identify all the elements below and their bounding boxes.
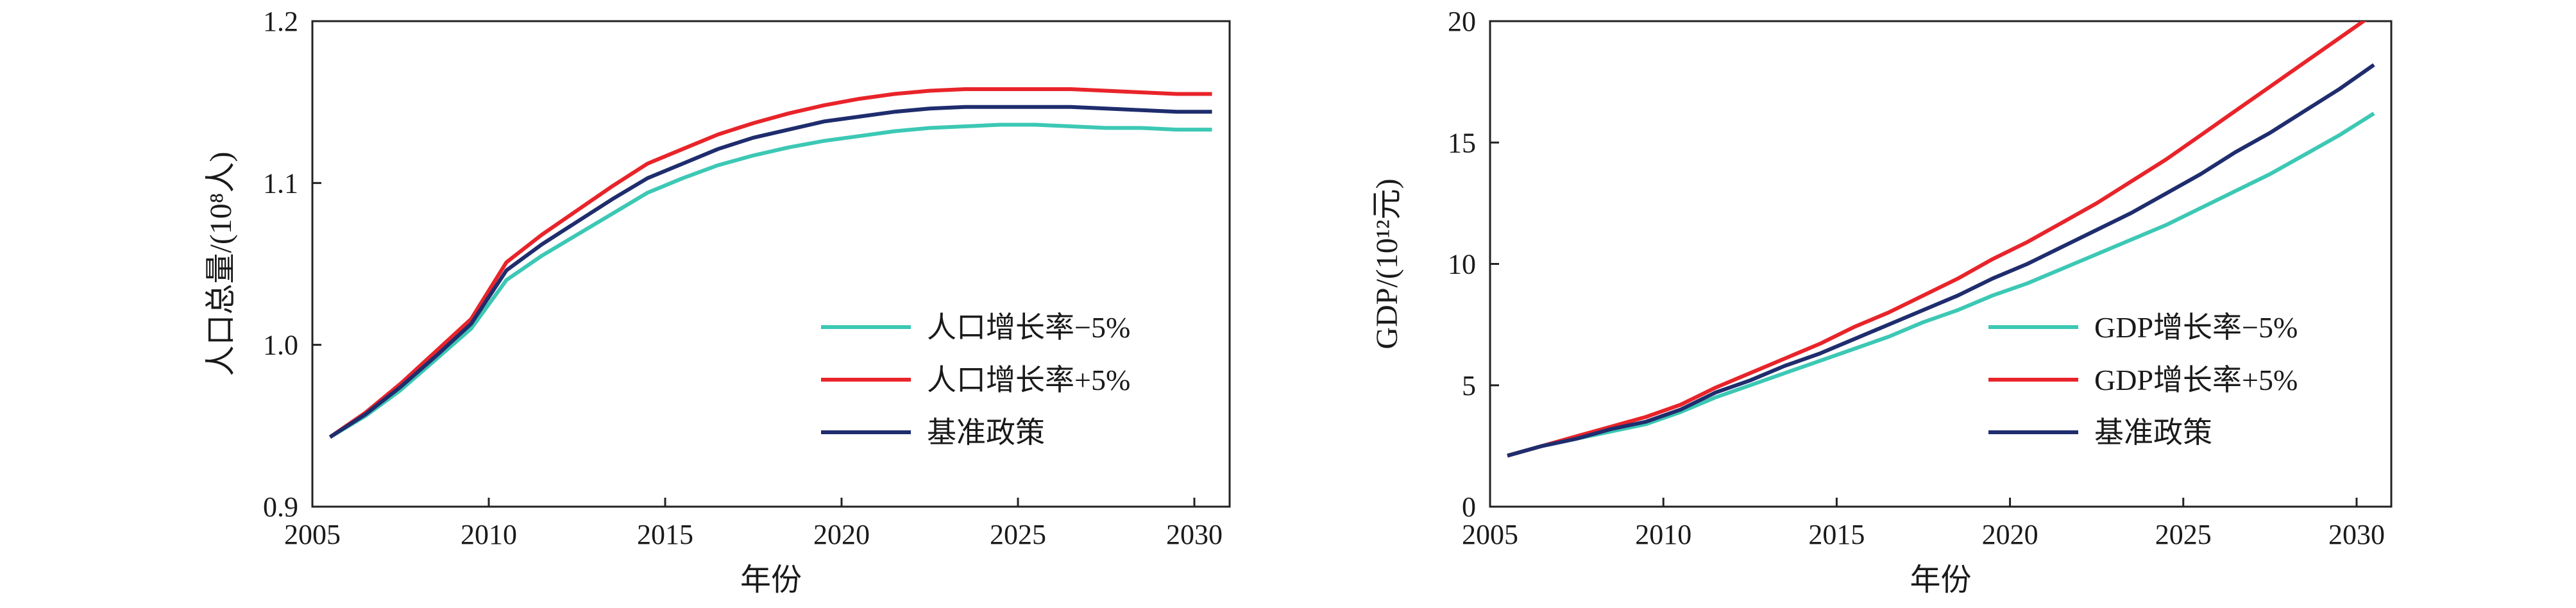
x-tick-label: 2005: [1462, 519, 1518, 550]
series-line-2: [1507, 63, 2375, 458]
series-line-1: [1507, 21, 2367, 458]
x-tick-label: 2025: [2155, 519, 2212, 550]
x-tick-label: 2025: [990, 519, 1046, 550]
x-tick-label: 2005: [284, 519, 341, 550]
x-tick-label: 2015: [637, 519, 693, 550]
y-tick-label: 0: [1462, 491, 1476, 523]
legend-label-0: GDP增长率−5%: [2094, 311, 2298, 344]
y-tick-label: 20: [1448, 6, 1476, 37]
x-axis-label: 年份: [1910, 563, 1971, 597]
x-tick-label: 2010: [1635, 519, 1691, 550]
legend-label-1: 人口增长率+5%: [927, 364, 1130, 396]
series-line-2: [328, 105, 1212, 439]
y-tick-label: 5: [1462, 370, 1476, 401]
y-tick-label: 1.0: [263, 330, 298, 361]
x-tick-label: 2020: [813, 519, 870, 550]
legend-label-1: GDP增长率+5%: [2094, 364, 2298, 396]
y-axis-label: GDP/(10¹²元): [1370, 178, 1404, 349]
y-axis-label: 人口总量/(10⁸人): [204, 151, 238, 376]
plot-frame: [1489, 20, 2393, 508]
series-line-1: [328, 87, 1212, 439]
x-tick-label: 2010: [461, 519, 517, 550]
gdp-chart: 2005 2010 2015 2020 2025 2030 0 5 10 15 20 年份 GDP/(1…: [1370, 6, 2393, 597]
x-tick-label: 2020: [1982, 519, 2038, 550]
x-tick-label: 2030: [2328, 519, 2385, 550]
x-axis-label: 年份: [740, 563, 802, 597]
legend-label-2: 基准政策: [927, 416, 1045, 449]
series-line-0: [1507, 112, 2375, 458]
y-tick-label: 0.9: [263, 491, 298, 523]
y-tick-label: 1.1: [263, 167, 298, 199]
series-line-0: [328, 122, 1212, 439]
x-tick-label: 2015: [1808, 519, 1865, 550]
y-tick-label: 1.2: [263, 6, 298, 37]
x-tick-label: 2030: [1166, 519, 1223, 550]
plot-frame: [311, 20, 1231, 508]
population-chart: 2005 2010 2015 2020 2025 2030 0.9 1.0 1.1 1.2 年份 人口…: [204, 6, 1231, 597]
y-tick-label: 15: [1448, 127, 1476, 158]
legend-label-2: 基准政策: [2094, 416, 2212, 449]
legend-label-0: 人口增长率−5%: [927, 311, 1130, 344]
y-tick-label: 10: [1448, 249, 1476, 280]
